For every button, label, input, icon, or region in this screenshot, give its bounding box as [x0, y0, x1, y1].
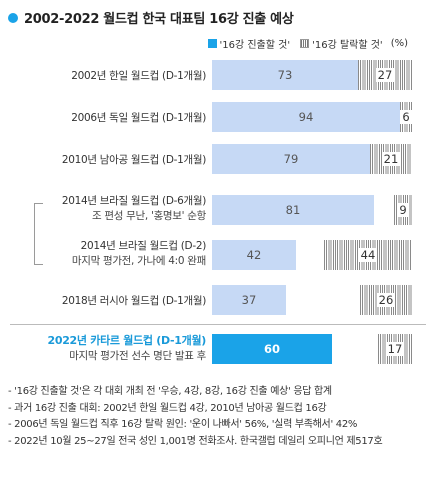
bar-eliminate: 9: [394, 195, 412, 225]
title-bullet-icon: [8, 12, 18, 23]
bar-eliminate: 26: [360, 285, 412, 315]
category-label: 2018년 러시아 월드컵 (D-1개월): [62, 293, 206, 308]
chart-row: 2002년 한일 월드컵 (D-1개월) 73 27: [0, 60, 436, 90]
bar-eliminate-value: 27: [375, 68, 395, 82]
divider: [10, 324, 426, 325]
bar-eliminate-value: 17: [385, 342, 405, 356]
category-label-line1: 2010년 남아공 월드컵 (D-1개월): [61, 154, 206, 166]
chart-row: 2010년 남아공 월드컵 (D-1개월) 79 21: [0, 144, 436, 174]
title-row: 2002-2022 월드컵 한국 대표팀 16강 진출 예상: [8, 8, 294, 27]
bar-advance: 79: [212, 144, 370, 174]
legend-eliminate: '16강 탈락할 것': [300, 36, 383, 51]
category-label-line1: 2014년 브라질 월드컵 (D-2): [80, 240, 207, 252]
bar-advance-value: 60: [263, 342, 280, 356]
bar-eliminate: 21: [370, 144, 412, 174]
bar-eliminate-value: 44: [358, 248, 378, 262]
category-label-line2: 조 편성 무난, '홍명보' 순항: [92, 210, 206, 222]
legend-unit: (%): [390, 38, 408, 49]
bar-eliminate-value: 6: [400, 110, 412, 124]
category-label: 2002년 한일 월드컵 (D-1개월): [71, 68, 206, 83]
category-label-line1: 2002년 한일 월드컵 (D-1개월): [71, 70, 206, 82]
bar-advance: 81: [212, 195, 374, 225]
bar-eliminate-value: 26: [376, 293, 396, 307]
bar-advance-value: 81: [285, 203, 301, 217]
bar-advance: 37: [212, 285, 286, 315]
bar-advance-value: 37: [241, 293, 257, 307]
bar-advance-value: 79: [283, 152, 299, 166]
footnote: - 2022년 10월 25~27일 전국 성인 1,001명 전화조사. 한국…: [8, 435, 383, 447]
bar-eliminate: 17: [378, 334, 412, 364]
category-label-line2: 마지막 평가전 선수 명단 발표 후: [69, 350, 206, 362]
group-bracket: [34, 203, 43, 265]
footnote: - '16강 진출할 것'은 각 대회 개최 전 '우승, 4강, 8강, 16…: [8, 386, 332, 397]
legend-advance-swatch: [207, 39, 217, 48]
category-label-line2: 마지막 평가전, 가나에 4:0 완패: [71, 255, 206, 267]
bar-advance: 94: [212, 102, 400, 132]
chart-row: 2018년 러시아 월드컵 (D-1개월) 37 26: [0, 285, 436, 315]
legend-eliminate-swatch: [300, 39, 310, 48]
bar-advance: 42: [212, 240, 296, 270]
bar-eliminate-value: 9: [397, 203, 409, 217]
legend-advance: '16강 진출할 것': [207, 36, 291, 51]
bar-advance: 60: [212, 334, 332, 364]
category-label: 2014년 브라질 월드컵 (D-2) 마지막 평가전, 가나에 4:0 완패: [72, 238, 206, 268]
category-label-line1: 2018년 러시아 월드컵 (D-1개월): [61, 295, 206, 307]
category-label-line1: 2014년 브라질 월드컵 (D-6개월): [61, 195, 206, 207]
legend-advance-label: '16강 진출할 것': [219, 40, 291, 51]
chart-row: 2014년 브라질 월드컵 (D-6개월) 조 편성 무난, '홍명보' 순항 81…: [0, 195, 436, 225]
legend: '16강 진출할 것' '16강 탈락할 것' (%): [198, 36, 408, 51]
bar-advance-value: 42: [246, 248, 262, 262]
category-label: 2006년 독일 월드컵 (D-1개월): [71, 110, 206, 125]
bar-advance-value: 94: [298, 110, 314, 124]
chart-title: 2002-2022 월드컵 한국 대표팀 16강 진출 예상: [24, 12, 294, 27]
footnotes: - '16강 진출할 것'은 각 대회 개최 전 '우승, 4강, 8강, 16…: [8, 384, 383, 450]
bar-advance: 73: [212, 60, 358, 90]
chart-row: 2022년 카타르 월드컵 (D-1개월) 마지막 평가전 선수 명단 발표 후 6…: [0, 334, 436, 364]
bar-eliminate: 6: [400, 102, 412, 132]
bar-eliminate: 27: [358, 60, 412, 90]
footnote: - 과거 16강 진출 대회: 2002년 한일 월드컵 4강, 2010년 남…: [8, 402, 327, 414]
bar-advance-value: 73: [277, 68, 293, 82]
legend-eliminate-label: '16강 탈락할 것': [312, 40, 383, 51]
footnote: - 2006년 독일 월드컵 직후 16강 탈락 원인: '운이 나빠서' 56…: [8, 419, 358, 430]
category-label-line1: 2022년 카타르 월드컵 (D-1개월): [47, 334, 207, 347]
category-label: 2010년 남아공 월드컵 (D-1개월): [62, 152, 206, 167]
bar-eliminate: 44: [324, 240, 412, 270]
category-label: 2022년 카타르 월드컵 (D-1개월) 마지막 평가전 선수 명단 발표 후: [48, 332, 207, 363]
chart-row: 2006년 독일 월드컵 (D-1개월) 94 6: [0, 102, 436, 132]
category-label-line1: 2006년 독일 월드컵 (D-1개월): [71, 112, 206, 124]
bar-eliminate-value: 21: [381, 152, 401, 166]
chart-row: 2014년 브라질 월드컵 (D-2) 마지막 평가전, 가나에 4:0 완패 42…: [0, 240, 436, 270]
category-label: 2014년 브라질 월드컵 (D-6개월) 조 편성 무난, '홍명보' 순항: [62, 193, 206, 223]
